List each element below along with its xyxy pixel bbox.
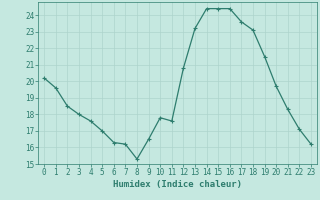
X-axis label: Humidex (Indice chaleur): Humidex (Indice chaleur) xyxy=(113,180,242,189)
